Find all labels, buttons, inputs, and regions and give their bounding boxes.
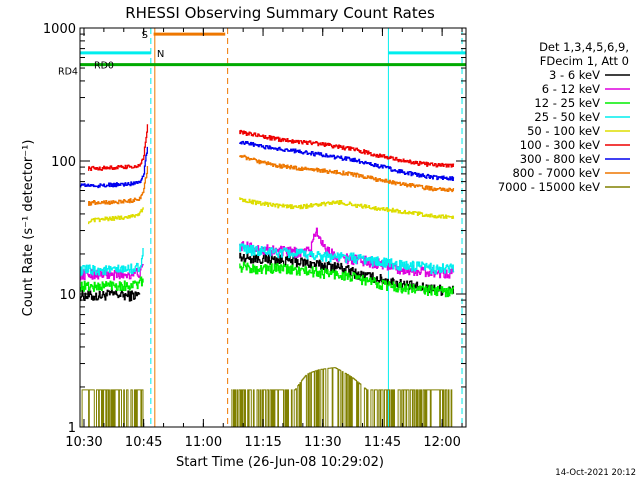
x-tick-label: 10:30	[65, 435, 102, 450]
legend-entry-label: 7000 - 15000 keV	[498, 180, 600, 194]
legend-title-2: FDecim 1, Att 0	[540, 54, 629, 68]
series-line	[88, 166, 149, 206]
legend-entry-label: 100 - 300 keV	[520, 138, 600, 152]
legend-entry-label: 300 - 800 keV	[520, 152, 600, 166]
flag-label-rd0: RD0	[94, 61, 114, 72]
y-axis-label: Count Rate (s⁻¹ detector⁻¹)	[21, 140, 36, 317]
series-line	[239, 243, 455, 275]
series-line	[239, 197, 455, 220]
series-line	[231, 367, 455, 427]
x-tick-label: 11:45	[364, 435, 401, 450]
series-line	[80, 247, 144, 277]
series-line	[239, 140, 455, 182]
x-tick-label: 11:30	[304, 435, 341, 450]
series-line	[239, 261, 455, 298]
x-tick-label: 10:45	[125, 435, 162, 450]
legend-entry-label: 50 - 100 keV	[527, 124, 600, 138]
series-line	[80, 389, 144, 427]
series-line	[88, 124, 149, 172]
series-line	[80, 276, 144, 292]
series-line	[239, 129, 455, 168]
x-tick-label: 12:00	[423, 435, 460, 450]
legend-entry-label: 6 - 12 keV	[542, 82, 600, 96]
plot-frame	[79, 27, 467, 428]
x-axis-label: Start Time (26-Jun-08 10:29:02)	[176, 455, 384, 470]
series-line	[80, 146, 148, 189]
legend-entry-label: 12 - 25 keV	[534, 96, 600, 110]
y-tick-label: 10	[59, 288, 76, 303]
chart-title: RHESSI Observing Summary Count Rates	[125, 4, 435, 22]
footer-date: 14-Oct-2021 20:12	[555, 468, 636, 478]
legend-entry-label: 3 - 6 keV	[549, 68, 600, 82]
plot-area: SN RD0	[79, 28, 466, 427]
y-tick-label: 1	[68, 421, 76, 436]
flag-label-night: N	[157, 49, 164, 60]
axes: RD4 10:30 10:45 11:00 11:15 11:30 11:45 12:00 1 1…	[43, 22, 466, 450]
series-line	[239, 227, 455, 279]
y-tick-label: 100	[51, 155, 76, 170]
left-marker: RD4	[58, 67, 78, 78]
legend: Det 1,3,4,5,6,9, FDecim 1, Att 0 3 - 6 k…	[498, 40, 630, 194]
x-tick-label: 11:15	[244, 435, 281, 450]
series-line	[239, 154, 455, 193]
legend-entry-label: 800 - 7000 keV	[512, 166, 600, 180]
x-tick-label: 11:00	[185, 435, 222, 450]
series-line	[80, 288, 141, 302]
legend-title-1: Det 1,3,4,5,6,9,	[539, 40, 629, 54]
legend-entry-label: 25 - 50 keV	[534, 110, 600, 124]
y-tick-label: 1000	[43, 22, 76, 37]
series-line	[88, 207, 144, 225]
flag-label-attenuator: S	[142, 30, 148, 41]
series-line	[80, 264, 144, 281]
